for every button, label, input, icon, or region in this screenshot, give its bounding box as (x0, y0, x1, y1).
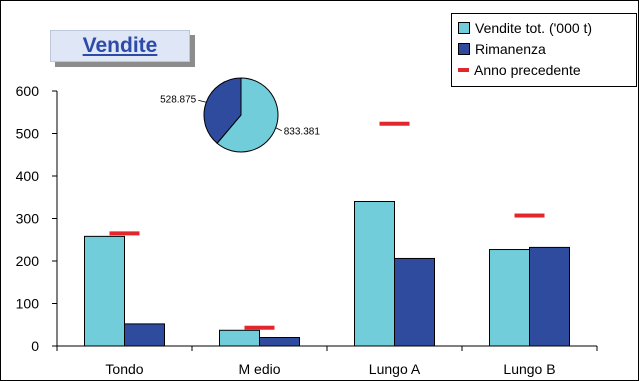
bar-rimanenza (394, 257, 435, 347)
legend-swatch-anno-precedente (458, 68, 469, 72)
bar-rimanenza (124, 323, 165, 347)
bar-rimanenza (259, 337, 300, 347)
chart-title-box: Vendite (50, 30, 195, 67)
x-category-label: M edio (238, 361, 280, 377)
bar-vendite (489, 249, 530, 347)
y-tick-label: 500 (16, 126, 40, 142)
chart-title: Vendite (82, 34, 158, 57)
bar-vendite (219, 329, 260, 347)
y-tick-label: 400 (16, 168, 40, 184)
legend-item-vendite: Vendite tot. ('000 t) (458, 19, 592, 37)
y-tick-label: 600 (16, 83, 40, 99)
marker-anno-precedente (244, 325, 275, 330)
legend-item-anno-precedente: Anno precedente (458, 61, 581, 79)
bar-vendite (84, 235, 125, 347)
legend: Vendite tot. ('000 t) Rimanenza Anno pre… (451, 13, 637, 87)
pie-label-833: 833.381 (284, 127, 321, 138)
legend-label-rimanenza: Rimanenza (475, 41, 546, 57)
bar-vendite (354, 201, 395, 347)
pie-leader-528 (198, 99, 207, 103)
legend-swatch-rimanenza (458, 43, 470, 55)
legend-item-rimanenza: Rimanenza (458, 40, 546, 58)
bar-rimanenza (529, 246, 570, 347)
marker-anno-precedente (379, 121, 410, 126)
y-tick-label: 300 (16, 211, 40, 227)
marker-anno-precedente (514, 213, 545, 218)
x-category-label: Tondo (105, 361, 143, 377)
pie-label-528: 528.875 (160, 94, 197, 105)
y-tick-label: 200 (16, 253, 40, 269)
x-category-label: Lungo B (503, 361, 555, 377)
y-tick-label: 100 (16, 296, 40, 312)
x-category-label: Lungo A (369, 361, 421, 377)
legend-swatch-vendite (458, 22, 470, 34)
pie-slice-833 (216, 77, 279, 153)
legend-label-vendite: Vendite tot. ('000 t) (475, 20, 593, 36)
pie-leader-833 (275, 127, 282, 132)
legend-label-anno-precedente: Anno precedente (474, 62, 581, 78)
title-face: Vendite (50, 30, 190, 62)
y-tick-label: 0 (31, 338, 39, 354)
marker-anno-precedente (109, 231, 140, 236)
